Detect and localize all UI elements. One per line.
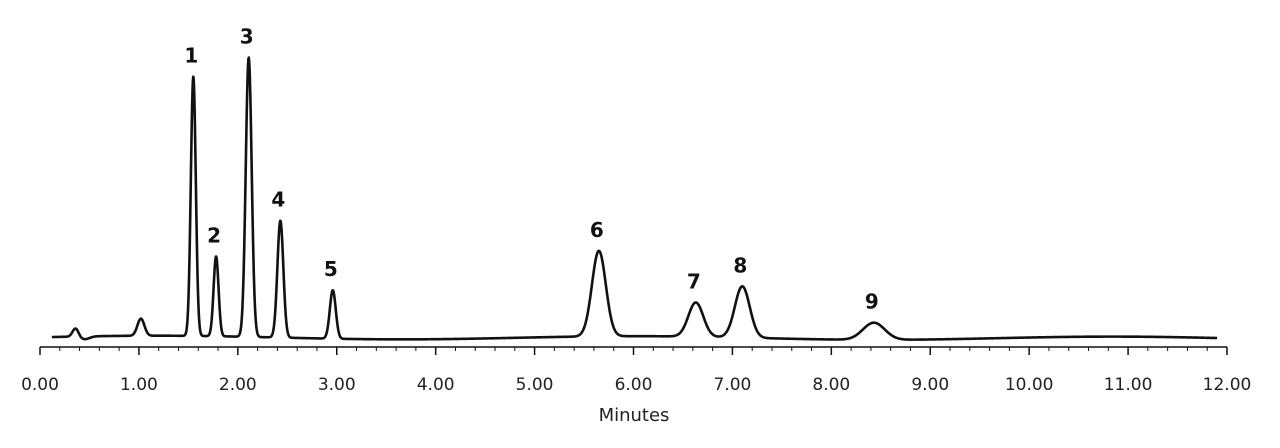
x-tick-label: 5.00 (516, 375, 554, 395)
peak-label-9: 9 (865, 290, 879, 314)
peak-label-7: 7 (687, 269, 701, 293)
trace-layer (50, 56, 1219, 341)
x-tick-label: 4.00 (417, 375, 455, 395)
x-tick-label: 6.00 (615, 375, 653, 395)
x-tick-label: 8.00 (812, 375, 850, 395)
peak-label-5: 5 (324, 257, 338, 281)
x-tick-label: 9.00 (911, 375, 949, 395)
x-tick-label: 1.00 (120, 375, 158, 395)
x-tick-label: 2.00 (219, 375, 257, 395)
chromatogram-trace (50, 56, 1219, 341)
x-tick-label: 7.00 (713, 375, 751, 395)
x-tick-label: 12.00 (1203, 375, 1252, 395)
x-tick-layer: 0.00 1.00 2.00 3.00 4.00 5.00 6.00 7.00 8.00 9.00… (21, 347, 1251, 395)
x-tick-label: 0.00 (21, 375, 59, 395)
x-tick-label: 3.00 (318, 375, 356, 395)
peak-label-2: 2 (207, 223, 221, 247)
x-tick-label: 11.00 (1104, 375, 1153, 395)
x-tick-label: 10.00 (1005, 375, 1054, 395)
x-axis-title: Minutes (599, 405, 670, 426)
peak-label-8: 8 (733, 253, 747, 277)
peak-label-1: 1 (184, 44, 198, 68)
peak-label-4: 4 (271, 188, 285, 212)
peak-label-layer: 1 2 3 4 5 6 7 8 9 (184, 25, 878, 314)
peak-label-3: 3 (240, 25, 254, 49)
peak-label-6: 6 (590, 218, 604, 242)
